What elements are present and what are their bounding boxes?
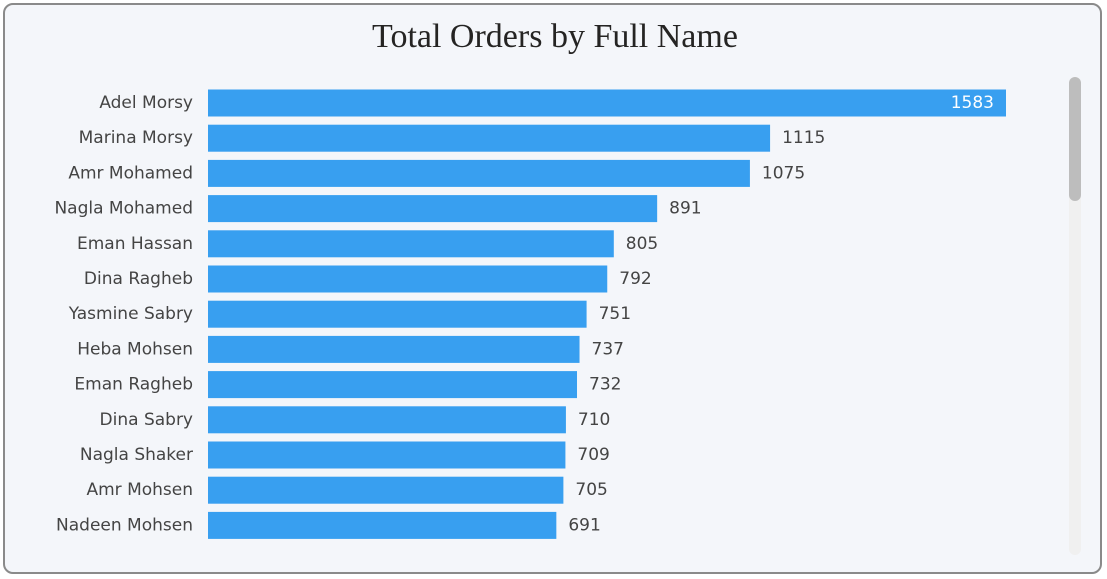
- bar: [208, 265, 608, 293]
- y-tick-label: Nagla Mohamed: [54, 199, 193, 219]
- data-label: 691: [568, 515, 600, 535]
- data-label: 737: [592, 339, 624, 359]
- bar: [208, 230, 614, 258]
- bar: [208, 89, 1006, 117]
- y-tick-label: Marina Morsy: [79, 128, 193, 148]
- scrollbar-thumb[interactable]: [1069, 77, 1081, 201]
- data-label: 705: [575, 480, 607, 500]
- y-tick-label: Heba Mohsen: [77, 339, 193, 359]
- bar: [208, 159, 750, 187]
- data-label: 1075: [762, 163, 805, 183]
- bar: [208, 441, 566, 469]
- visual-card: Total Orders by Full Name Adel Morsy 1583…: [3, 3, 1102, 574]
- bar: [208, 335, 580, 363]
- data-label: 805: [626, 234, 658, 254]
- data-label: 1115: [782, 128, 825, 148]
- bar: [208, 195, 658, 223]
- chart-title: Total Orders by Full Name: [372, 18, 738, 55]
- bar: [208, 476, 564, 504]
- bar: [208, 371, 578, 399]
- y-tick-label: Nagla Shaker: [80, 445, 193, 465]
- data-label: 792: [619, 269, 651, 289]
- bar: [208, 300, 587, 328]
- data-label: 732: [589, 375, 621, 395]
- bar: [208, 124, 771, 152]
- y-tick-label: Eman Ragheb: [74, 375, 193, 395]
- y-tick-label: Nadeen Mohsen: [56, 515, 193, 535]
- bar: [208, 511, 557, 539]
- y-tick-label: Yasmine Sabry: [68, 304, 193, 324]
- y-tick-label: Adel Morsy: [99, 93, 193, 113]
- chart: Total Orders by Full Name Adel Morsy 1583…: [54, 18, 1081, 555]
- data-label: 891: [669, 199, 701, 219]
- y-tick-label: Dina Sabry: [100, 410, 193, 430]
- data-label: 751: [599, 304, 631, 324]
- y-tick-label: Dina Ragheb: [84, 269, 193, 289]
- bar: [208, 406, 566, 434]
- y-tick-label: Eman Hassan: [77, 234, 193, 254]
- data-label: 709: [577, 445, 609, 465]
- data-label: 710: [578, 410, 610, 430]
- y-tick-label: Amr Mohamed: [68, 163, 193, 183]
- y-tick-label: Amr Mohsen: [86, 480, 193, 500]
- data-label: 1583: [951, 93, 994, 113]
